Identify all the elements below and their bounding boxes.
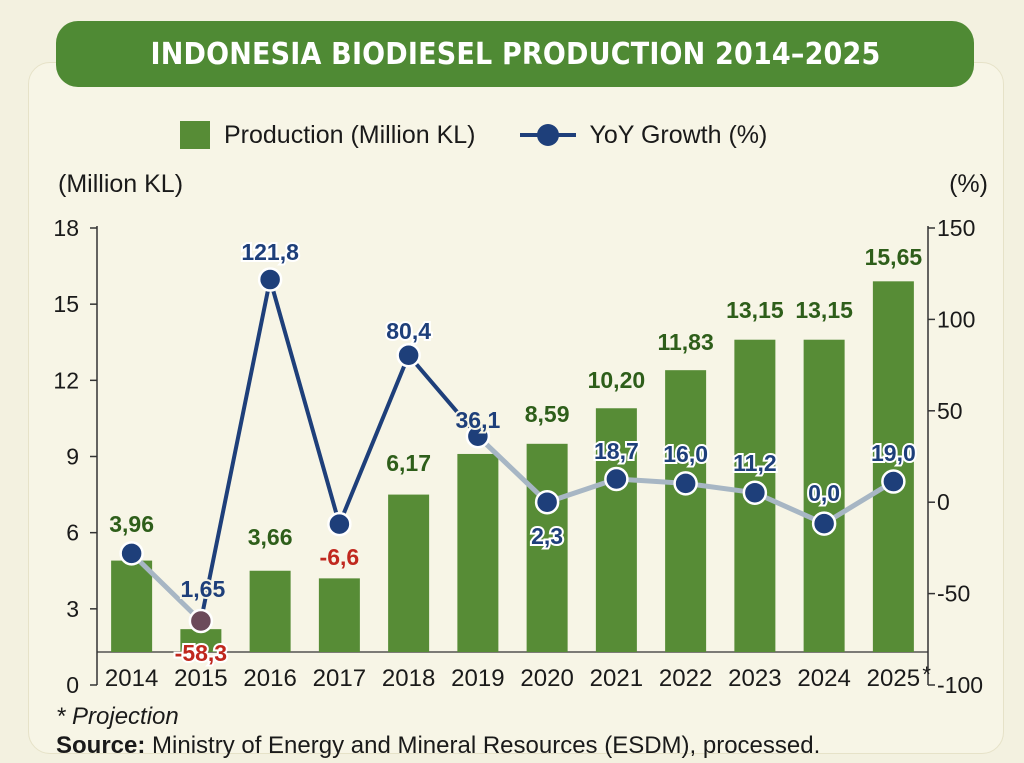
growth-value-label: 16,0 (663, 441, 708, 467)
growth-line-segment (752, 490, 827, 527)
footnote: * Projection (56, 703, 179, 730)
right-tick-label: -50 (937, 581, 970, 607)
growth-point-2018 (396, 342, 421, 368)
left-axis-label: (Million KL) (58, 170, 184, 198)
bar-2017 (318, 578, 360, 652)
x-tick-label-2019: 2019 (451, 665, 504, 692)
right-tick-label: 150 (937, 215, 975, 241)
bar-2022 (665, 370, 707, 652)
right-tick-label: 0 (937, 489, 950, 515)
bar-value-label: 6,17 (386, 450, 431, 476)
growth-line-segment (337, 353, 411, 527)
bar-2019 (457, 453, 499, 652)
growth-line-segment (268, 277, 342, 527)
x-tick-label-2022: 2022 (659, 665, 712, 692)
growth-point-2021 (604, 466, 629, 492)
left-tick-label: 15 (53, 291, 79, 317)
projection-asterisk: * (922, 662, 931, 687)
growth-point-2015 (188, 608, 214, 634)
right-tick-label: 50 (937, 398, 963, 424)
growth-point-2014 (119, 541, 144, 566)
legend-label-production: Production (Million KL) (224, 120, 476, 149)
source-prefix: Source: (56, 732, 146, 759)
bar-value-label: 36,1 (455, 407, 500, 433)
bar-value-label: -6,6 (320, 544, 360, 570)
chart-title: INDONESIA BIODIESEL PRODUCTION 2014–2025 (150, 36, 880, 72)
title-banner: INDONESIA BIODIESEL PRODUCTION 2014–2025 (56, 21, 974, 87)
growth-line-segment (821, 479, 896, 527)
right-axis-label: (%) (949, 170, 988, 198)
left-tick-label: 6 (66, 520, 79, 546)
bar-value-label: 15,65 (865, 244, 923, 270)
source-note: Source: Ministry of Energy and Mineral R… (56, 732, 820, 760)
bar-2015 (180, 629, 222, 652)
bar-value-label: 1,65 (180, 576, 225, 602)
bar-2024 (803, 339, 845, 652)
bar-value-label: 3,66 (248, 524, 293, 550)
growth-value-label: 11,2 (733, 450, 777, 476)
bar-2021 (595, 408, 637, 652)
left-tick-label: 12 (53, 367, 79, 393)
bar-value-label: 13,15 (726, 297, 784, 323)
source-text: Ministry of Energy and Mineral Resources… (145, 732, 821, 759)
growth-point-2020 (534, 489, 560, 515)
growth-value-label: 80,4 (386, 318, 431, 344)
growth-value-label: 18,7 (594, 438, 639, 464)
x-tick-label-2015: 2015 (174, 665, 227, 692)
growth-value-label: 121,8 (241, 239, 299, 265)
growth-point-2025 (881, 469, 906, 494)
bar-2018 (388, 494, 430, 652)
x-tick-label-2021: 2021 (590, 665, 643, 692)
growth-value-label: 19,0 (871, 440, 916, 466)
left-tick-label: 18 (53, 215, 79, 241)
right-tick-label: -100 (937, 672, 983, 698)
legend-item-production: Production (Million KL) (180, 121, 476, 150)
left-tick-label: 0 (66, 672, 79, 698)
growth-line-segment (129, 550, 204, 624)
x-tick-label-2016: 2016 (243, 665, 296, 692)
growth-point-2022 (673, 471, 698, 496)
right-tick-label: 100 (937, 306, 975, 332)
growth-point-2023 (742, 480, 768, 505)
x-tick-label-2023: 2023 (728, 665, 781, 692)
growth-line-segment (198, 277, 273, 624)
growth-line-segment (406, 353, 480, 439)
growth-point-2019 (465, 423, 491, 449)
growth-value-label: 0,0 (808, 480, 840, 506)
growth-line-segment (475, 433, 550, 505)
left-tick-label: 9 (66, 444, 79, 470)
legend-line-marker (519, 120, 576, 150)
legend-bar-swatch (180, 121, 210, 149)
growth-point-2017 (327, 511, 352, 537)
bar-value-label: 11,83 (657, 329, 713, 355)
x-tick-label-2017: 2017 (313, 665, 366, 692)
bar-value-label: 13,15 (795, 297, 853, 323)
x-tick-label-2025: 2025 (867, 665, 920, 692)
x-tick-label-2024: 2024 (797, 665, 850, 692)
growth-point-2016 (257, 267, 283, 292)
legend: Production (Million KL) YoY Growth (%) (180, 118, 811, 152)
bar-value-label: 10,20 (588, 367, 646, 393)
bar-2025 (872, 281, 914, 652)
growth-value-label: -58,3 (175, 640, 227, 666)
x-tick-label-2014: 2014 (105, 665, 158, 692)
bar-value-label: 8,59 (525, 401, 570, 427)
left-tick-label: 3 (66, 596, 79, 622)
legend-item-growth: YoY Growth (%) (519, 120, 768, 150)
x-tick-label-2018: 2018 (382, 665, 435, 692)
x-tick-label-2020: 2020 (520, 665, 573, 692)
bar-2014 (111, 560, 153, 652)
legend-label-growth: YoY Growth (%) (589, 120, 768, 149)
bar-2020 (526, 443, 568, 652)
bar-value-label: 3,96 (109, 511, 154, 537)
growth-value-label: 2,3 (531, 523, 563, 549)
bar-2016 (249, 570, 291, 652)
growth-point-2024 (811, 511, 837, 536)
